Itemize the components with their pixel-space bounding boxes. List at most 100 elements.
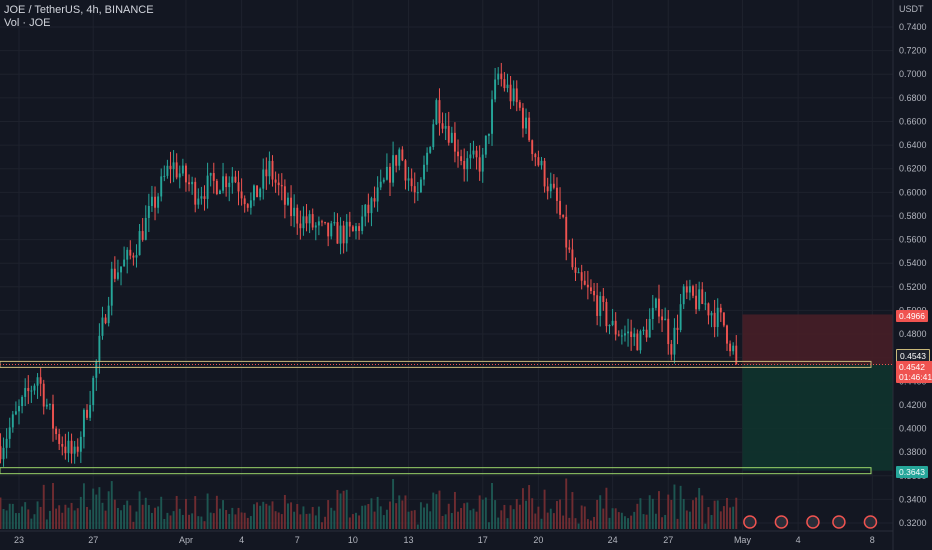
take-profit-zone[interactable]: [742, 364, 893, 471]
volume-bar: [555, 501, 558, 529]
candle-body: [509, 84, 512, 102]
event-marker-icon[interactable]: [774, 515, 789, 529]
candle-body: [682, 286, 685, 305]
event-marker-icon[interactable]: [806, 515, 820, 529]
event-marker-icon[interactable]: [743, 515, 757, 529]
volume-bar: [484, 497, 487, 529]
candle-body: [191, 181, 194, 185]
volume-bar: [11, 503, 14, 529]
volume-bar: [345, 489, 348, 529]
volume-bar: [141, 504, 144, 529]
event-marker-icon[interactable]: [863, 515, 878, 529]
volume-bar: [419, 502, 422, 529]
volume-bar: [645, 514, 648, 529]
candle-body: [86, 409, 88, 418]
volume-bar: [314, 515, 317, 529]
volume-bar: [444, 514, 447, 529]
volume-bar: [355, 512, 357, 529]
candle-body: [574, 267, 577, 273]
volume-bar: [95, 494, 98, 529]
candle-body: [593, 290, 596, 296]
candle-body: [113, 268, 116, 279]
candle-body: [163, 175, 166, 177]
time-tick-label: 23: [14, 535, 24, 545]
candle-body: [710, 312, 713, 316]
volume-indicator-title[interactable]: Vol · JOE: [4, 17, 51, 29]
volume-bar: [614, 508, 617, 529]
volume-bar: [274, 511, 277, 529]
candle-body: [293, 207, 296, 217]
candle-body: [256, 185, 259, 198]
candle-body: [543, 160, 546, 187]
candle-body: [104, 317, 107, 324]
volume-bar: [218, 508, 221, 529]
candle-body: [24, 388, 27, 397]
stop-loss-zone[interactable]: [742, 314, 893, 365]
level-lines[interactable]: [0, 360, 893, 475]
symbol-title[interactable]: JOE / TetherUS, 4h, BINANCE: [4, 4, 154, 16]
candle-body: [460, 156, 463, 161]
candle-body: [716, 307, 719, 328]
price-tick-label: 0.4000: [899, 424, 927, 434]
volume-bar: [5, 510, 8, 529]
candle-body: [661, 316, 664, 321]
target-level-box[interactable]: [0, 467, 872, 475]
volume-bar: [194, 496, 197, 529]
candle-body: [676, 327, 679, 330]
candle-body: [398, 149, 401, 166]
volume-bar: [188, 514, 191, 529]
volume-bar: [237, 507, 240, 529]
candle-body: [317, 221, 320, 226]
candle-body: [540, 160, 543, 166]
volume-bar: [512, 509, 515, 529]
volume-bar: [215, 495, 218, 529]
candle-body: [18, 406, 20, 412]
volume-bar: [135, 511, 138, 529]
volume-bar: [515, 499, 518, 529]
volume-bar: [664, 514, 667, 529]
candle-body: [549, 183, 552, 192]
volume-bar: [432, 492, 435, 529]
volume-bar: [710, 515, 713, 529]
candle-body: [617, 334, 620, 336]
candle-body: [321, 221, 323, 223]
candle-body: [410, 178, 413, 187]
event-marker-icon[interactable]: [832, 515, 846, 529]
volume-bar: [596, 499, 599, 529]
candle-body: [735, 345, 738, 365]
volume-bar: [92, 488, 95, 529]
candle-body: [324, 221, 327, 223]
candle-body: [441, 123, 444, 129]
candle-body: [580, 272, 583, 281]
candle-body: [478, 157, 481, 172]
candle-body: [401, 149, 404, 161]
price-tick-label: 0.3800: [899, 447, 927, 457]
volume-bar: [469, 510, 472, 529]
volume-bar: [129, 505, 132, 529]
candle-body: [633, 333, 636, 337]
time-tick-label: 27: [88, 535, 98, 545]
event-icons[interactable]: [743, 515, 878, 529]
price-tick-label: 0.6200: [899, 164, 927, 174]
candle-body: [404, 160, 407, 181]
candle-body: [42, 383, 45, 407]
candle-body: [336, 222, 339, 244]
volume-bar: [624, 516, 626, 529]
candle-body: [627, 331, 630, 334]
volume-bar: [500, 510, 503, 529]
candle-body: [537, 157, 540, 166]
candle-body: [70, 440, 73, 454]
candle-body: [228, 182, 231, 188]
volume-bar: [228, 513, 231, 529]
price-axis[interactable]: 0.7400 0.7200 0.7000 0.6800 0.6600 0.6400 0.62…: [892, 0, 932, 550]
candle-body: [348, 221, 351, 227]
volume-bar: [321, 522, 323, 529]
volume-bar: [311, 506, 314, 529]
time-axis[interactable]: 23 27 Apr 4 7 10 13 17 20 24 27 May 4 8: [0, 530, 893, 545]
candle-body: [608, 324, 611, 327]
candle-body: [290, 197, 293, 217]
position-zones[interactable]: [742, 314, 893, 471]
volume-bar: [339, 493, 342, 529]
time-tick-label: 8: [870, 535, 875, 545]
